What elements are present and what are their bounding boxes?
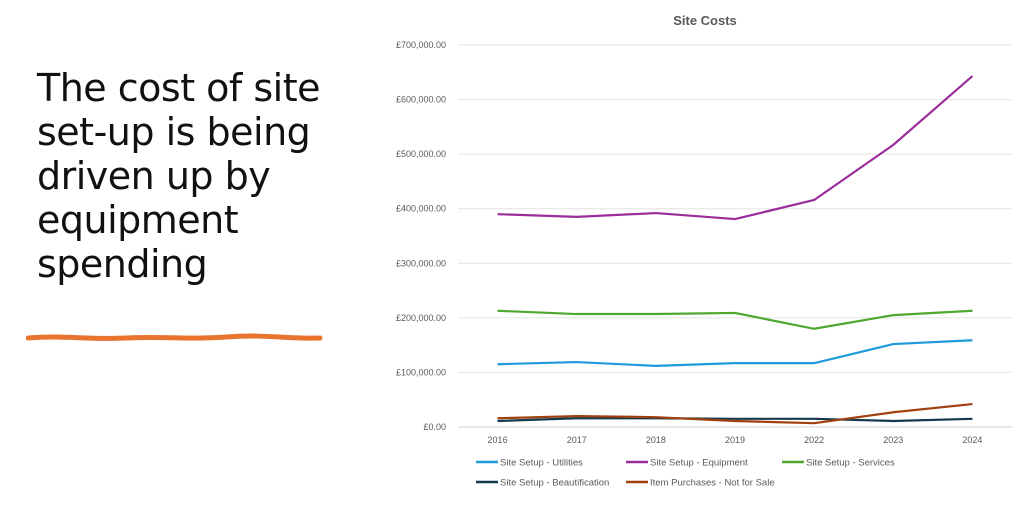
y-tick-label: £700,000.00 — [396, 40, 446, 50]
x-tick-label: 2023 — [883, 435, 903, 445]
chart-title: Site Costs — [673, 13, 737, 28]
series-line-1 — [497, 75, 974, 221]
legend-label: Site Setup - Services — [806, 458, 895, 469]
y-tick-label: £500,000.00 — [396, 149, 446, 159]
y-tick-label: £200,000.00 — [396, 313, 446, 323]
series-line-4 — [497, 402, 973, 425]
x-tick-label: 2017 — [567, 435, 587, 445]
legend-label: Site Setup - Equipment — [650, 458, 748, 469]
series-line-0 — [497, 339, 973, 367]
series-line-2 — [497, 309, 973, 330]
y-tick-label: £300,000.00 — [396, 258, 446, 268]
x-tick-label: 2019 — [725, 435, 745, 445]
orange-underline — [26, 333, 323, 341]
y-tick-label: £600,000.00 — [396, 95, 446, 105]
legend-label: Site Setup - Utilities — [500, 458, 583, 469]
series-line-3 — [497, 417, 973, 423]
headline: The cost of site set-up is being driven … — [37, 66, 321, 286]
y-tick-label: £400,000.00 — [396, 204, 446, 214]
legend-label: Site Setup - Beautification — [500, 478, 609, 489]
y-tick-label: £0.00 — [423, 422, 446, 432]
x-tick-label: 2024 — [962, 435, 982, 445]
x-tick-label: 2022 — [804, 435, 824, 445]
x-tick-label: 2016 — [488, 435, 508, 445]
x-tick-label: 2018 — [646, 435, 666, 445]
legend-label: Item Purchases - Not for Sale — [650, 478, 775, 489]
y-tick-label: £100,000.00 — [396, 367, 446, 377]
